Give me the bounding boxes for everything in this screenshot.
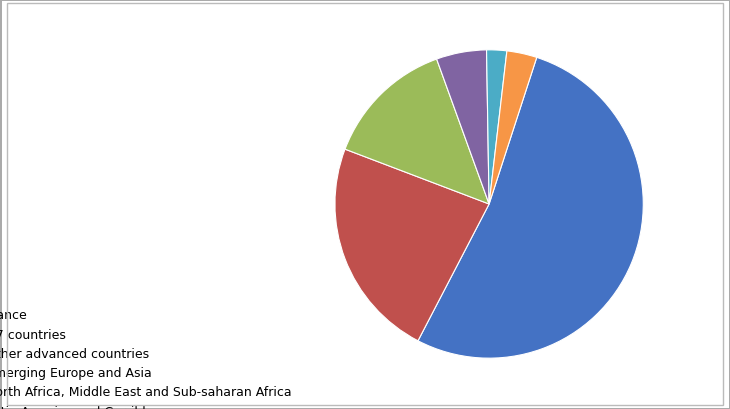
- Wedge shape: [418, 58, 643, 358]
- Wedge shape: [437, 51, 489, 204]
- Wedge shape: [487, 51, 507, 204]
- Legend: France, G7 countries, Other advanced countries, Emerging Europe and Asia, North : France, G7 countries, Other advanced cou…: [0, 305, 296, 409]
- Wedge shape: [489, 52, 537, 204]
- Wedge shape: [345, 60, 489, 204]
- Wedge shape: [335, 150, 489, 341]
